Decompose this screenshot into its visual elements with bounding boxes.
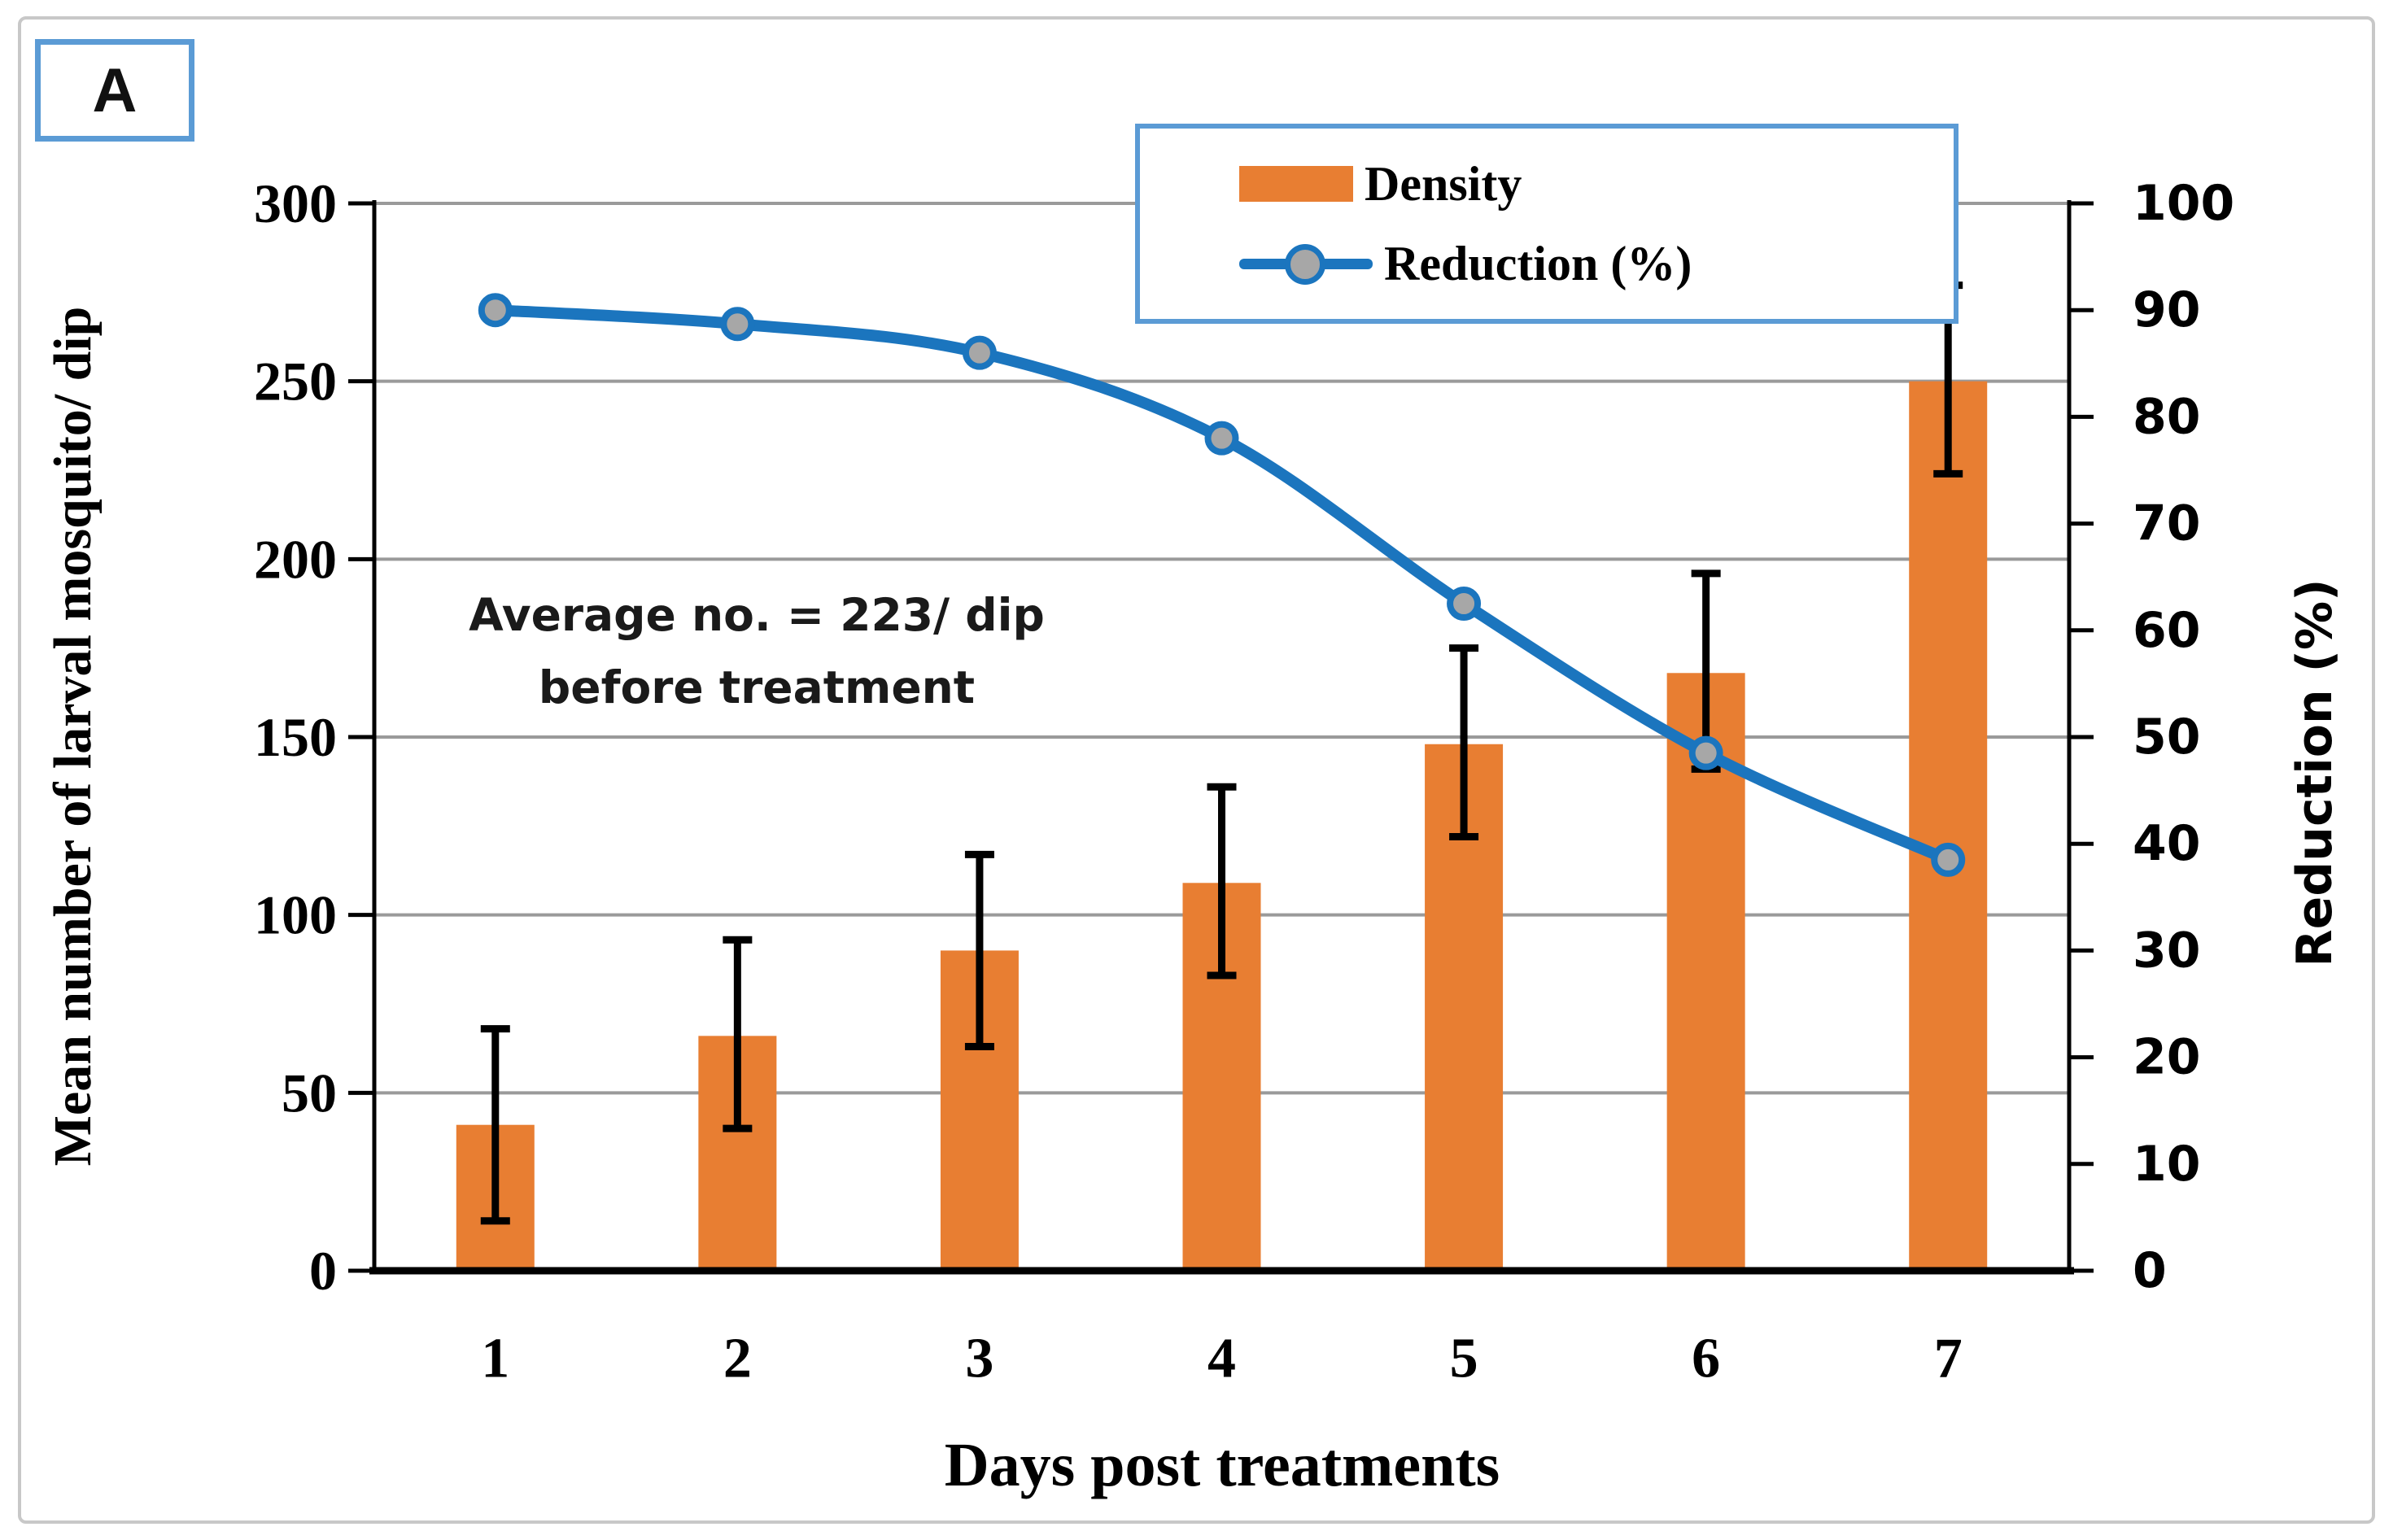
reduction-line-marker-icon bbox=[1239, 244, 1373, 285]
annotation-line-2: before treatment bbox=[538, 661, 976, 714]
right-tick-label-50: 50 bbox=[2133, 709, 2201, 766]
panel-label: A bbox=[92, 55, 138, 125]
legend-item-reduction: Reduction (%) bbox=[1239, 237, 1954, 290]
left-tick-label-250: 250 bbox=[254, 351, 337, 412]
right-tick-label-10: 10 bbox=[2133, 1136, 2201, 1193]
x-tick-label-1: 1 bbox=[481, 1328, 509, 1390]
reduction-marker-day-2 bbox=[720, 307, 755, 342]
density-bar-day-7 bbox=[1909, 381, 1988, 1272]
x-tick-label-5: 5 bbox=[1450, 1328, 1478, 1390]
right-tick-label-90: 90 bbox=[2133, 281, 2201, 338]
right-tick-label-60: 60 bbox=[2133, 602, 2201, 659]
legend-density-label: Density bbox=[1365, 156, 1522, 211]
left-tick-label-100: 100 bbox=[254, 884, 337, 946]
legend: Density Reduction (%) bbox=[1135, 124, 1959, 324]
x-tick-label-2: 2 bbox=[723, 1328, 752, 1390]
right-tick-label-100: 100 bbox=[2133, 175, 2234, 232]
reduction-marker-day-4 bbox=[1204, 421, 1239, 456]
right-tick-label-70: 70 bbox=[2133, 495, 2201, 552]
right-tick-label-0: 0 bbox=[2133, 1242, 2167, 1299]
left-tick-label-300: 300 bbox=[254, 172, 337, 234]
legend-item-density: Density bbox=[1239, 157, 1954, 211]
density-swatch-icon bbox=[1239, 166, 1353, 202]
reduction-marker-day-3 bbox=[962, 335, 997, 370]
x-tick-label-6: 6 bbox=[1692, 1328, 1720, 1390]
x-tick-label-7: 7 bbox=[1934, 1328, 1963, 1390]
reduction-marker-day-6 bbox=[1688, 735, 1723, 770]
left-tick-label-0: 0 bbox=[309, 1240, 337, 1302]
right-tick-label-80: 80 bbox=[2133, 388, 2201, 445]
reduction-marker-day-1 bbox=[478, 293, 513, 328]
right-axis-title: Reduction (%) bbox=[2286, 578, 2343, 967]
right-tick-label-30: 30 bbox=[2133, 922, 2201, 979]
left-tick-label-50: 50 bbox=[282, 1062, 337, 1123]
reduction-marker-day-5 bbox=[1447, 587, 1482, 621]
x-tick-label-4: 4 bbox=[1207, 1328, 1236, 1390]
legend-reduction-label: Reduction (%) bbox=[1384, 236, 1692, 290]
reduction-marker-day-7 bbox=[1931, 842, 1966, 877]
panel-label-box: A bbox=[35, 39, 194, 142]
annotation-line-1: Average no. = 223/ dip bbox=[469, 589, 1045, 641]
x-tick-label-3: 3 bbox=[965, 1328, 993, 1390]
right-tick-label-40: 40 bbox=[2133, 815, 2201, 872]
left-tick-label-200: 200 bbox=[254, 528, 337, 590]
right-tick-label-20: 20 bbox=[2133, 1029, 2201, 1086]
annotation-average-density: Average no. = 223/ dip before treatment bbox=[334, 579, 1180, 724]
left-axis-title: Mean number of larval mosquito/ dip bbox=[43, 306, 103, 1167]
left-tick-label-150: 150 bbox=[254, 706, 337, 768]
x-axis-title: Days post treatments bbox=[944, 1431, 1500, 1499]
